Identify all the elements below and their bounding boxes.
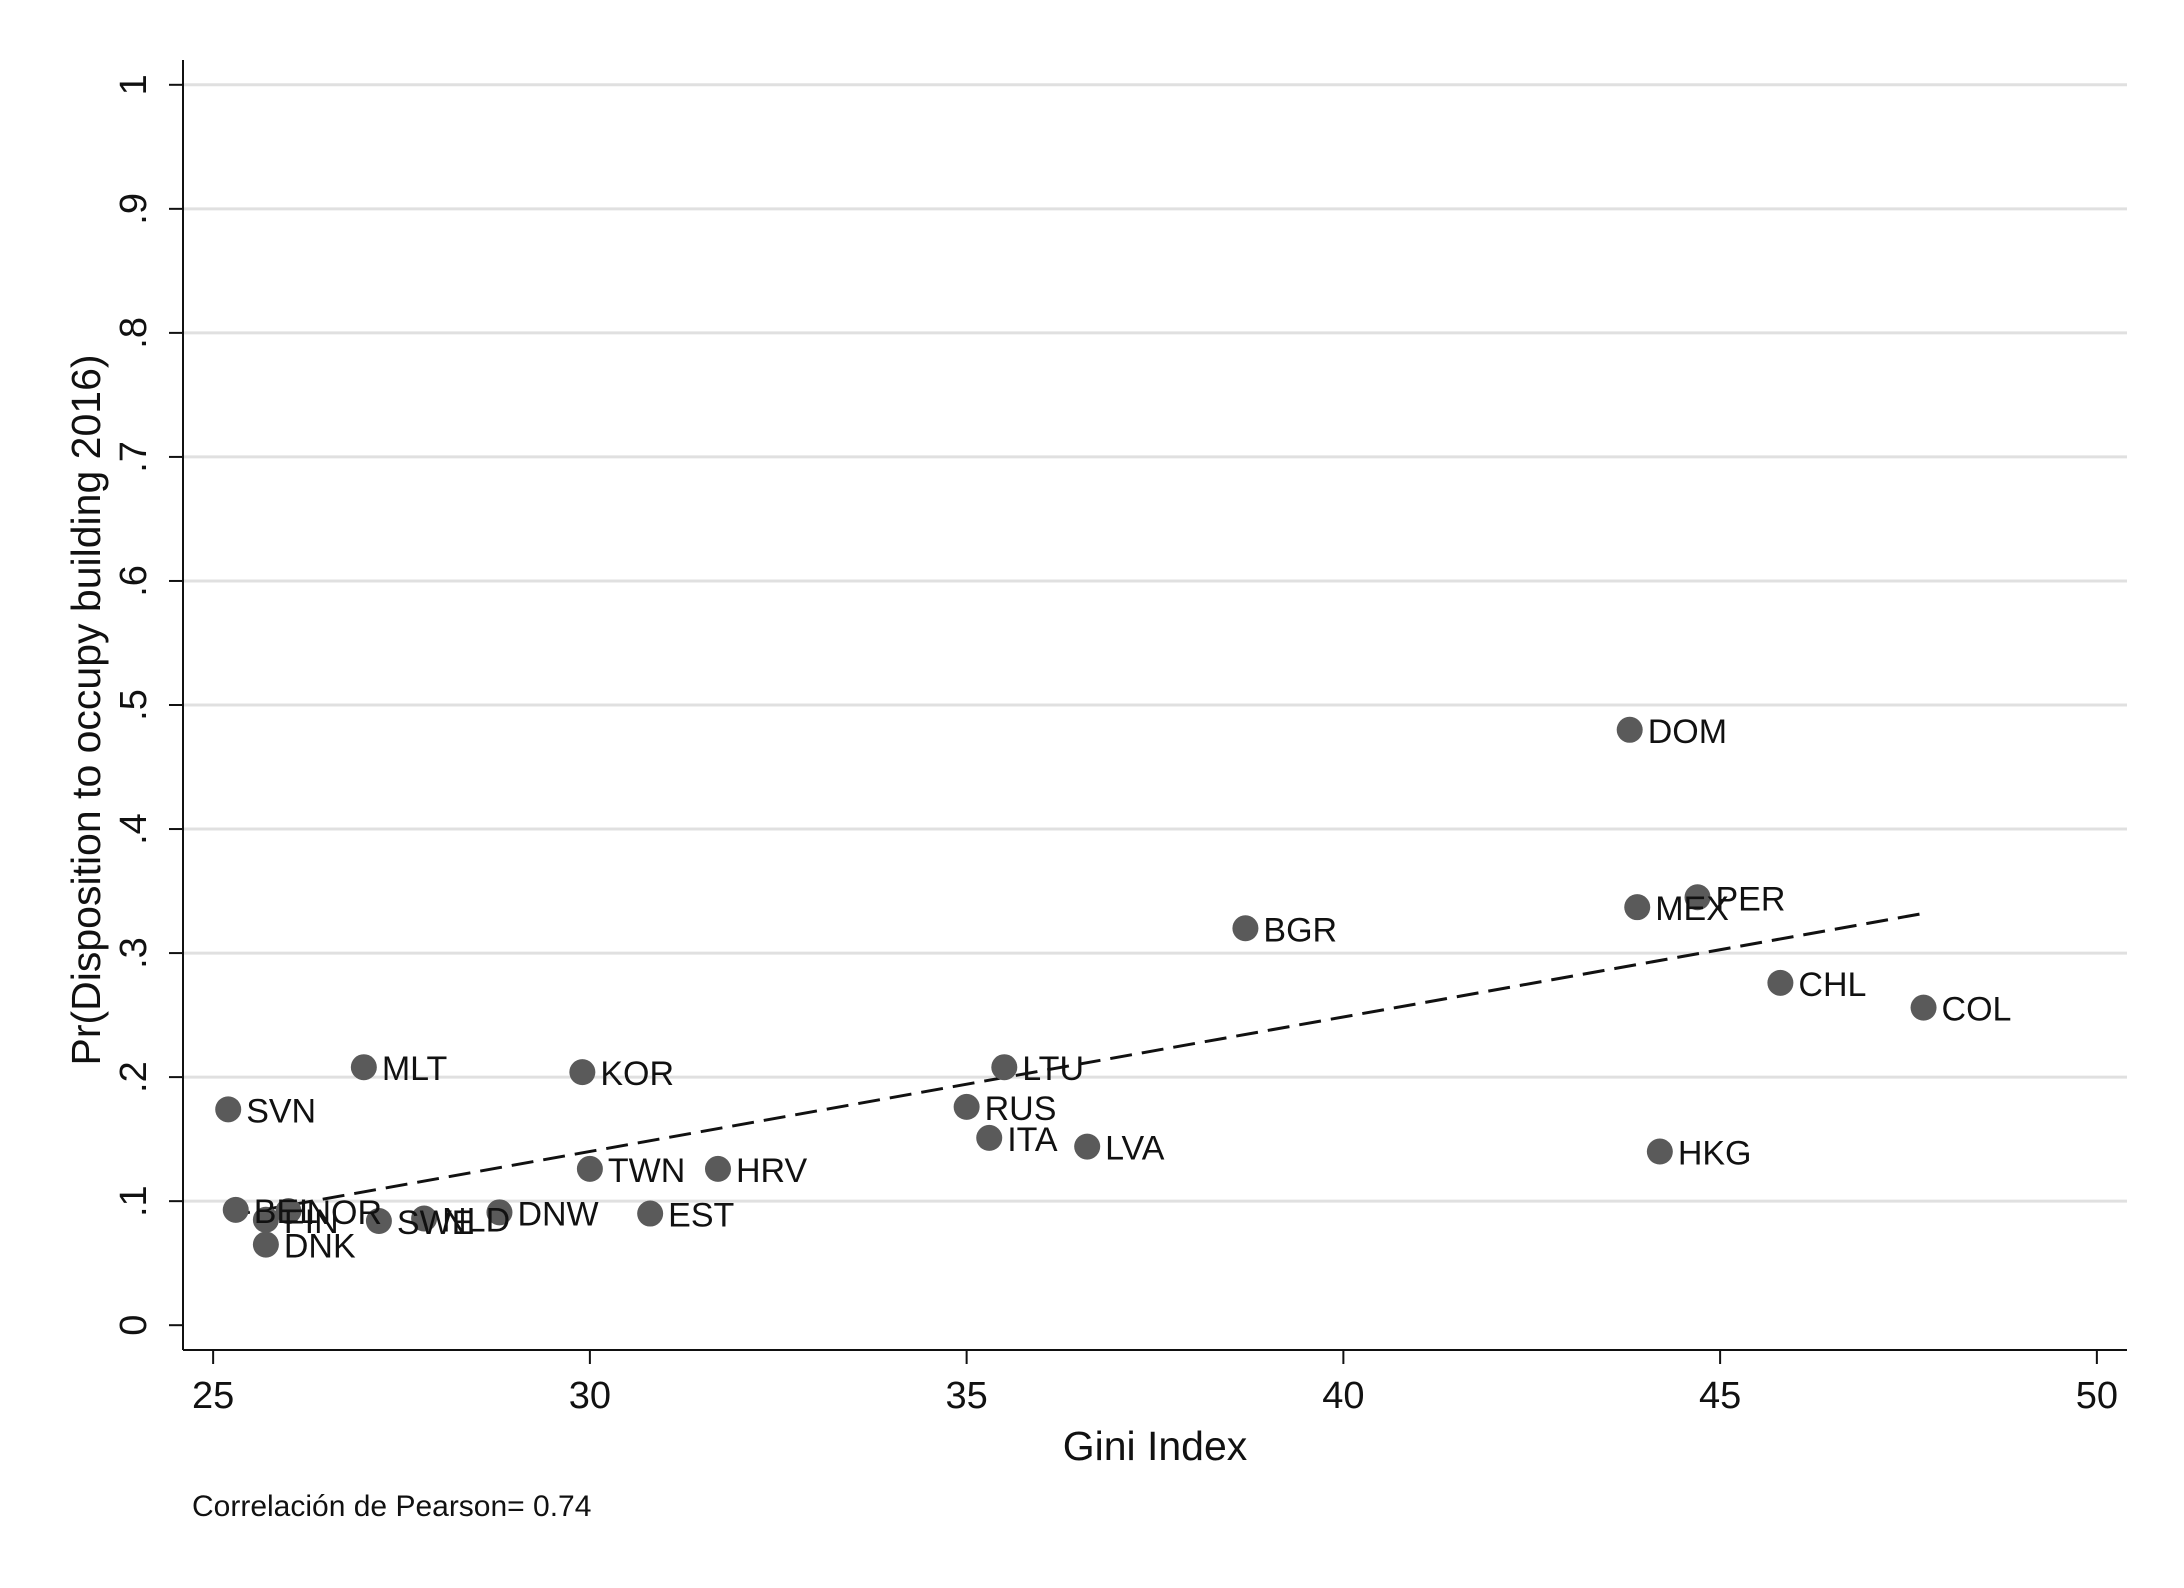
point-label-twn: TWN [608,1152,685,1190]
data-point-dom [1616,716,1643,743]
point-label-per: PER [1716,880,1786,918]
data-points [215,716,1937,1258]
data-point-hrv [704,1155,731,1182]
x-tick-label: 40 [1322,1375,1364,1417]
point-label-svn: SVN [246,1092,316,1130]
point-label-dnk: DNK [284,1228,356,1266]
point-label-hkg: HKG [1678,1135,1752,1173]
point-label-kor: KOR [600,1055,674,1093]
y-tick-label: .5 [113,689,155,721]
y-tick-label: .7 [113,441,155,473]
data-point-hkg [1646,1138,1673,1165]
grid-lines [183,83,2127,1203]
pearson-correlation-note: Correlación de Pearson= 0.74 [192,1490,591,1523]
data-point-kor [569,1059,596,1086]
data-point-dnk [252,1231,279,1258]
data-point-mlt [350,1054,377,1081]
y-tick-label: .1 [113,1185,155,1217]
y-tick-label: .2 [113,1061,155,1093]
data-point-rus [953,1093,980,1120]
point-label-bgr: BGR [1263,911,1337,949]
point-label-est: EST [668,1197,734,1235]
point-label-chl: CHL [1798,966,1866,1004]
data-point-ita [976,1124,1003,1151]
point-label-lva: LVA [1105,1130,1165,1168]
y-tick-label: .6 [113,565,155,597]
point-label-bel: BEL [254,1193,318,1231]
data-point-twn [576,1155,603,1182]
data-point-swe [365,1208,392,1234]
point-label-mlt: MLT [382,1050,447,1088]
point-label-ltu: LTU [1022,1050,1084,1088]
axes: 0 .1 .2 .3 .4 .5 .6 .7 .8 .9 1 25 30 35 40 45 50 [113,60,2127,1417]
point-label-swe: SWE [397,1204,474,1242]
data-point-per [1684,884,1711,911]
data-point-dnw [486,1199,513,1226]
data-point-nld [411,1205,438,1232]
data-point-col [1910,994,1937,1021]
point-label-nor: NOR [306,1194,382,1232]
point-label-nld: NLD [442,1202,510,1240]
x-tick-label: 30 [569,1375,611,1417]
data-point-chl [1767,969,1794,996]
x-tick-label: 35 [945,1375,987,1417]
x-tick-label: 45 [1699,1375,1741,1417]
point-label-fin: FIN [284,1203,339,1241]
y-tick-label: .8 [113,317,155,349]
data-point-fin [252,1206,279,1233]
y-tick-label: .3 [113,937,155,969]
point-label-ita: ITA [1007,1121,1058,1159]
data-point-svn [215,1096,242,1123]
x-tick-label: 50 [2076,1375,2118,1417]
data-point-est [637,1200,664,1227]
data-point-bgr [1232,915,1259,942]
data-point-ltu [991,1054,1018,1081]
y-axis-title: Pr(Disposition to occupy building 2016) [63,354,109,1065]
data-point-lva [1074,1133,1101,1160]
data-point-bel [222,1196,249,1223]
y-tick-label: .4 [113,813,155,845]
point-label-hrv: HRV [736,1152,807,1190]
y-tick-label: .9 [113,193,155,225]
point-label-rus: RUS [985,1090,1057,1128]
data-point-nor [275,1198,302,1225]
x-axis-title: Gini Index [1063,1423,1248,1469]
data-point-mex [1624,894,1651,921]
y-tick-label: 0 [113,1315,155,1336]
point-label-mex: MEX [1655,890,1729,928]
y-tick-label: 1 [113,74,155,95]
x-tick-label: 25 [192,1375,234,1417]
point-label-dnw: DNW [517,1195,598,1233]
point-label-dom: DOM [1648,713,1727,751]
point-label-col: COL [1942,991,2012,1029]
